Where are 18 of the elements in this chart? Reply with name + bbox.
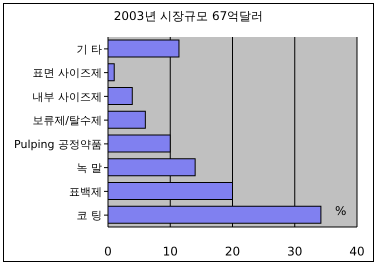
y-tick-label: 기 타	[76, 42, 102, 56]
x-tick-label: 30	[287, 244, 302, 259]
y-tick-label: Pulping 공정약품	[14, 138, 102, 151]
y-tick-label: 표백제	[69, 185, 102, 198]
chart-title: 2003년 시장규모 67억달러	[112, 8, 264, 25]
y-tick-label: 코 팅	[76, 209, 102, 222]
bar	[108, 87, 133, 105]
y-tick-label: 내부 사이즈제	[32, 90, 102, 104]
y-tick-label: 보류제/탈수제	[32, 114, 102, 128]
annotation: %	[335, 204, 346, 218]
bar	[108, 63, 115, 82]
x-tick-label: 40	[349, 244, 365, 259]
x-tick-label: 10	[162, 244, 178, 259]
y-tick-label: 녹 말	[76, 162, 102, 175]
bar	[108, 110, 146, 129]
y-tick-label: 표면 사이즈제	[32, 66, 102, 80]
x-tick-label: 0	[104, 244, 112, 259]
x-tick-label: 20	[224, 244, 240, 259]
